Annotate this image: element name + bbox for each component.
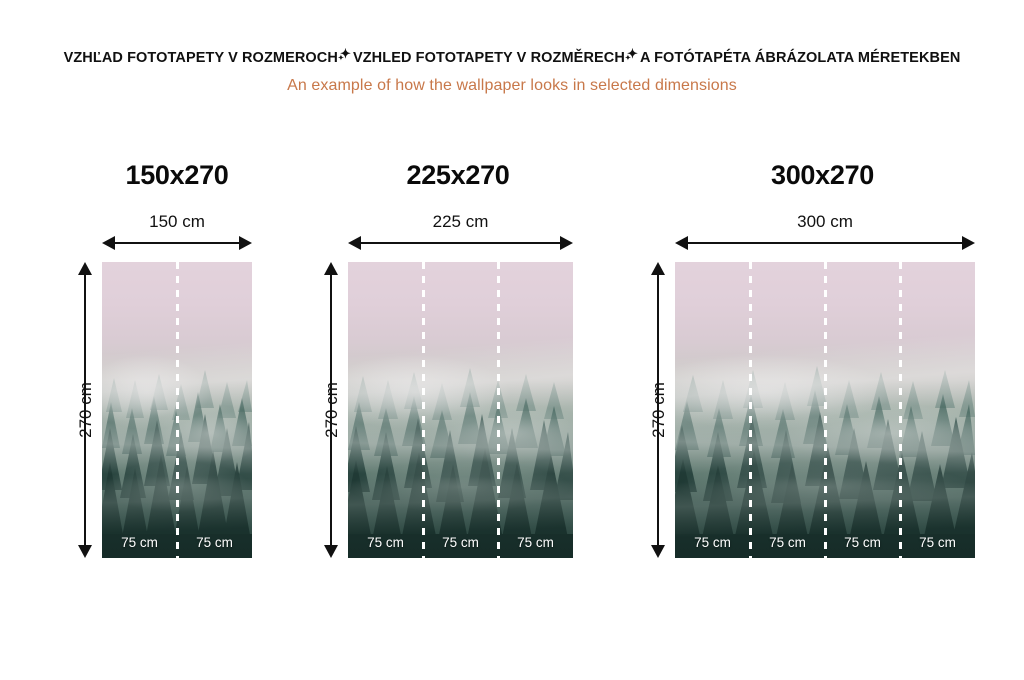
width-dimension: 150 cm [102,212,252,250]
size-comparison-panels: 150x270 150 cm 270 cm [0,160,1024,590]
wallpaper-preview: 75 cm 75 cm 75 cm 75 cm [675,262,975,558]
width-dimension: 225 cm [348,212,573,250]
strip-seam-line [748,262,752,558]
sparkle-icon: ✦ ✦ [337,46,353,64]
size-panel-150x270: 150x270 150 cm 270 cm [40,160,300,590]
arrow-head-left [675,236,688,250]
title-segment-sk: VZHĽAD FOTOTAPETY V ROZMEROCH [63,50,338,66]
strip-seam-line [823,262,827,558]
sparkle-big-glyph: ✦ [339,46,351,61]
height-arrow-icon [651,262,665,558]
width-arrow-icon [348,236,573,250]
arrow-line [110,242,244,245]
wallpaper-preview: 75 cm 75 cm [102,262,252,558]
strip-seam-line [496,262,500,558]
arrow-line-vertical [84,270,87,550]
arrow-head-up [78,262,92,275]
height-dimension: 270 cm [635,262,681,558]
height-arrow-icon [78,262,92,558]
arrow-line [356,242,565,245]
width-dimension: 300 cm [675,212,975,250]
page-header: VZHĽAD FOTOTAPETY V ROZMEROCH ✦ ✦ VZHLED FO… [0,46,1024,95]
width-arrow-icon [102,236,252,250]
width-arrow-icon [675,236,975,250]
size-panel-225x270: 225x270 225 cm 270 cm [286,160,616,590]
sparkle-small-glyph: ✦ [337,55,344,62]
sparkle-big-glyph-2: ✦ [626,46,638,61]
strip-label: 75 cm [769,535,806,550]
height-dimension: 270 cm [62,262,108,558]
panel-heading: 225x270 [406,160,510,190]
height-label: 270 cm [322,382,341,438]
height-dimension: 270 cm [308,262,354,558]
sparkle-small-glyph-2: ✦ [624,55,631,62]
wallpaper-preview: 75 cm 75 cm 75 cm [348,262,573,558]
strip-seam-line [421,262,425,558]
width-label: 225 cm [432,212,489,231]
strip-label: 75 cm [919,535,956,550]
arrow-head-left [348,236,361,250]
arrow-line-vertical [330,270,333,550]
strip-label: 75 cm [442,535,479,550]
strip-label: 75 cm [694,535,731,550]
arrow-head-up [324,262,338,275]
arrow-head-left [102,236,115,250]
arrow-head-up [651,262,665,275]
title-segment-cz: VZHLED FOTOTAPETY V ROZMĚRECH [352,50,625,66]
strip-label: 75 cm [517,535,554,550]
sparkle-icon-2: ✦ ✦ [624,46,640,64]
arrow-head-right [239,236,252,250]
arrow-head-down [78,545,92,558]
size-panel-300x270: 300x270 300 cm 270 cm [613,160,1018,590]
arrow-line-vertical [657,270,660,550]
panel-heading: 300x270 [770,160,874,190]
height-arrow-icon [324,262,338,558]
arrow-head-right [962,236,975,250]
width-label: 150 cm [149,212,205,231]
strip-label: 75 cm [121,535,158,550]
forest-layer [348,262,573,558]
strip-label: 75 cm [196,535,233,550]
strip-seam-line [175,262,179,558]
title-segment-hu: A FOTÓTAPÉTA ÁBRÁZOLATA MÉRETEKBEN [639,50,961,66]
width-label: 300 cm [797,212,853,231]
height-label: 270 cm [76,382,95,438]
arrow-head-down [324,545,338,558]
height-label: 270 cm [649,382,668,438]
strip-label: 75 cm [844,535,881,550]
panel-heading: 150x270 [125,160,229,190]
strip-label: 75 cm [367,535,404,550]
page-title: VZHĽAD FOTOTAPETY V ROZMEROCH ✦ ✦ VZHLED FO… [0,46,1024,68]
page-subtitle: An example of how the wallpaper looks in… [287,77,737,94]
strip-seam-line [898,262,902,558]
arrow-line [683,242,967,245]
arrow-head-right [560,236,573,250]
wallpaper-artwork [348,262,573,558]
arrow-head-down [651,545,665,558]
